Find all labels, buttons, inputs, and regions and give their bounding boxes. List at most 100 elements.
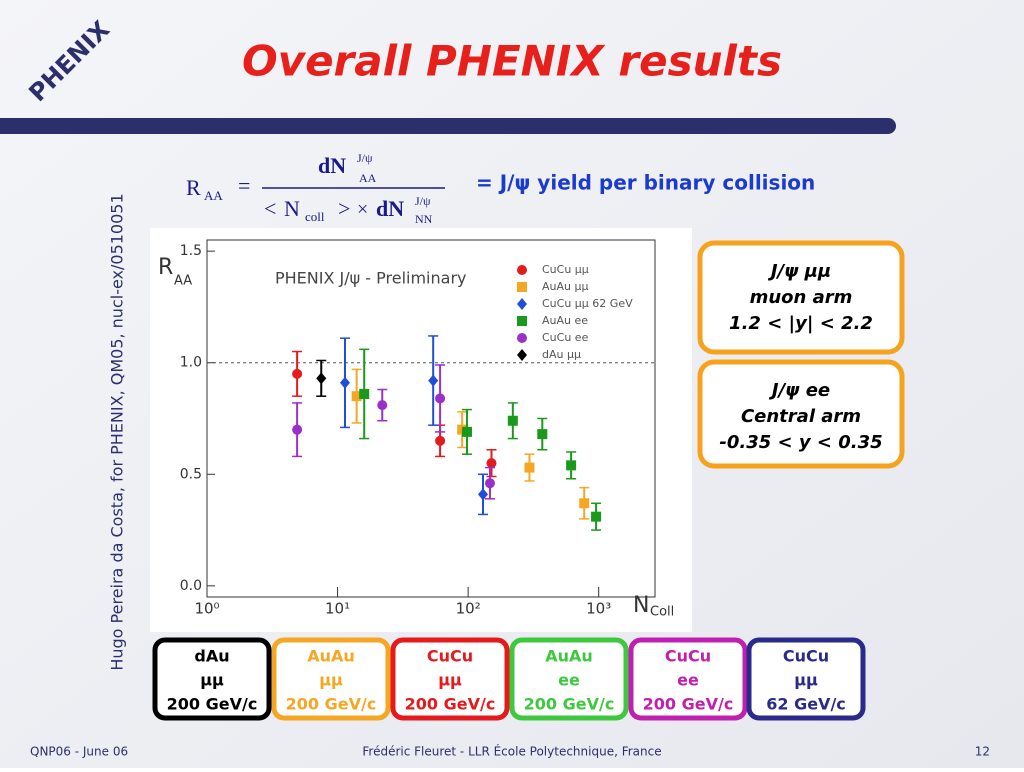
- formula-part: J/ψ: [415, 194, 431, 208]
- marker: [339, 376, 350, 389]
- dataset-button[interactable]: [152, 637, 272, 721]
- legend-marker: [517, 265, 527, 275]
- formula-part: AA: [204, 188, 223, 203]
- button-label: 200 GeV/c: [524, 695, 615, 714]
- x-axis-label: N: [633, 593, 649, 618]
- dataset-button[interactable]: [746, 637, 866, 721]
- button-label: μμ: [319, 671, 343, 690]
- button-label: 62 GeV/c: [766, 695, 846, 714]
- info-box: [697, 359, 905, 469]
- y-tick-label: 1.0: [180, 355, 202, 371]
- dataset-button[interactable]: [271, 637, 391, 721]
- x-axis-label-sub: Coll: [650, 605, 674, 620]
- button-label: 200 GeV/c: [167, 695, 258, 714]
- formula-part: =: [238, 173, 250, 198]
- marker: [591, 511, 602, 522]
- button-label: μμ: [438, 671, 462, 690]
- marker: [537, 429, 548, 440]
- title: Overall PHENIX results: [242, 37, 782, 86]
- info-text: muon arm: [750, 287, 853, 308]
- info-text: 1.2 < |y| < 2.2: [729, 313, 873, 334]
- legend-marker: [517, 282, 527, 292]
- marker: [428, 374, 439, 387]
- formula-part: R: [186, 175, 201, 200]
- formula-part: >: [338, 196, 350, 221]
- button-label: AuAu: [545, 647, 593, 666]
- y-tick-label: 1.5: [180, 243, 202, 259]
- formula-part: <: [264, 196, 276, 221]
- button-label: 200 GeV/c: [286, 695, 377, 714]
- button-label: CuCu: [665, 647, 711, 666]
- info-box: [697, 240, 905, 355]
- legend-marker: [517, 316, 527, 326]
- chart-title: PHENIX J/ψ - Preliminary: [275, 269, 466, 288]
- button-label: CuCu: [427, 647, 473, 666]
- dataset-button[interactable]: [509, 637, 629, 721]
- buttons: dAu μμ 200 GeV/c AuAu μμ 200 GeV/c CuCu μμ 200 G…: [152, 637, 866, 721]
- formula-caption: = J/ψ yield per binary collision: [476, 171, 815, 195]
- dataset-button[interactable]: [628, 637, 748, 721]
- y-axis-label: R: [158, 255, 173, 280]
- marker: [435, 435, 446, 446]
- info-text: J/ψ ee: [769, 380, 830, 401]
- info-text: J/ψ μμ: [768, 261, 831, 282]
- button-label: ee: [558, 671, 580, 690]
- marker: [579, 498, 590, 509]
- button-label: 200 GeV/c: [405, 695, 496, 714]
- legend-marker: [517, 333, 527, 343]
- formula-part: dN: [376, 196, 404, 221]
- marker: [524, 462, 535, 473]
- formula-part: J/ψ: [357, 151, 373, 165]
- x-tick-label: 10¹: [325, 600, 350, 618]
- formula-part: ×: [357, 199, 368, 221]
- legend-label: dAu μμ: [542, 348, 581, 361]
- marker: [435, 393, 446, 404]
- legend-label: AuAu ee: [542, 314, 588, 327]
- dataset-button[interactable]: [390, 637, 510, 721]
- footer-left: QNP06 - June 06: [30, 745, 128, 759]
- formula-part: coll: [305, 209, 325, 224]
- footer-right: 12: [975, 745, 990, 759]
- legend-marker: [517, 298, 527, 310]
- marker: [377, 400, 388, 411]
- x-tick-label: 10⁰: [194, 600, 219, 618]
- legend-label: AuAu μμ: [542, 280, 589, 293]
- marker: [351, 391, 362, 402]
- formula-part: N: [284, 196, 300, 221]
- marker: [477, 488, 488, 501]
- button-label: 200 GeV/c: [643, 695, 734, 714]
- legend-label: CuCu μμ 62 GeV: [542, 297, 633, 310]
- formula-part: NN: [415, 212, 433, 226]
- y-tick-label: 0.0: [180, 578, 202, 594]
- y-axis-label-sub: AA: [174, 274, 192, 289]
- marker: [461, 426, 472, 437]
- button-label: ee: [677, 671, 699, 690]
- button-label: AuAu: [307, 647, 355, 666]
- formula: R AA = dN J/ψ AA < N coll > × dN J/ψ NN: [186, 151, 445, 226]
- info-text: Central arm: [741, 406, 861, 427]
- x-tick-label: 10³: [586, 600, 611, 618]
- x-tick-label: 10²: [456, 600, 481, 618]
- legend-marker: [517, 349, 527, 361]
- marker: [316, 372, 327, 385]
- legend-label: CuCu μμ: [542, 263, 589, 276]
- button-label: μμ: [200, 671, 224, 690]
- title-bar: [0, 118, 896, 134]
- marker: [486, 458, 497, 469]
- y-tick-label: 0.5: [180, 466, 202, 482]
- info-boxes: J/ψ μμ muon arm 1.2 < |y| < 2.2 J/ψ ee Centr…: [697, 240, 905, 469]
- chart-panel: [150, 228, 692, 632]
- marker: [507, 415, 518, 426]
- marker: [292, 368, 303, 379]
- footer-center: Frédéric Fleuret - LLR École Polytechniq…: [362, 744, 661, 759]
- formula-part: dN: [318, 153, 346, 178]
- marker: [359, 388, 370, 399]
- side-note: Hugo Pereira da Costa, for PHENIX, QM05,…: [108, 193, 127, 670]
- info-text: -0.35 < y < 0.35: [719, 432, 882, 453]
- formula-part: AA: [359, 171, 377, 185]
- plot-frame: [206, 239, 656, 598]
- button-label: dAu: [194, 647, 229, 666]
- button-label: μμ: [794, 671, 818, 690]
- legend-label: CuCu ee: [542, 331, 589, 344]
